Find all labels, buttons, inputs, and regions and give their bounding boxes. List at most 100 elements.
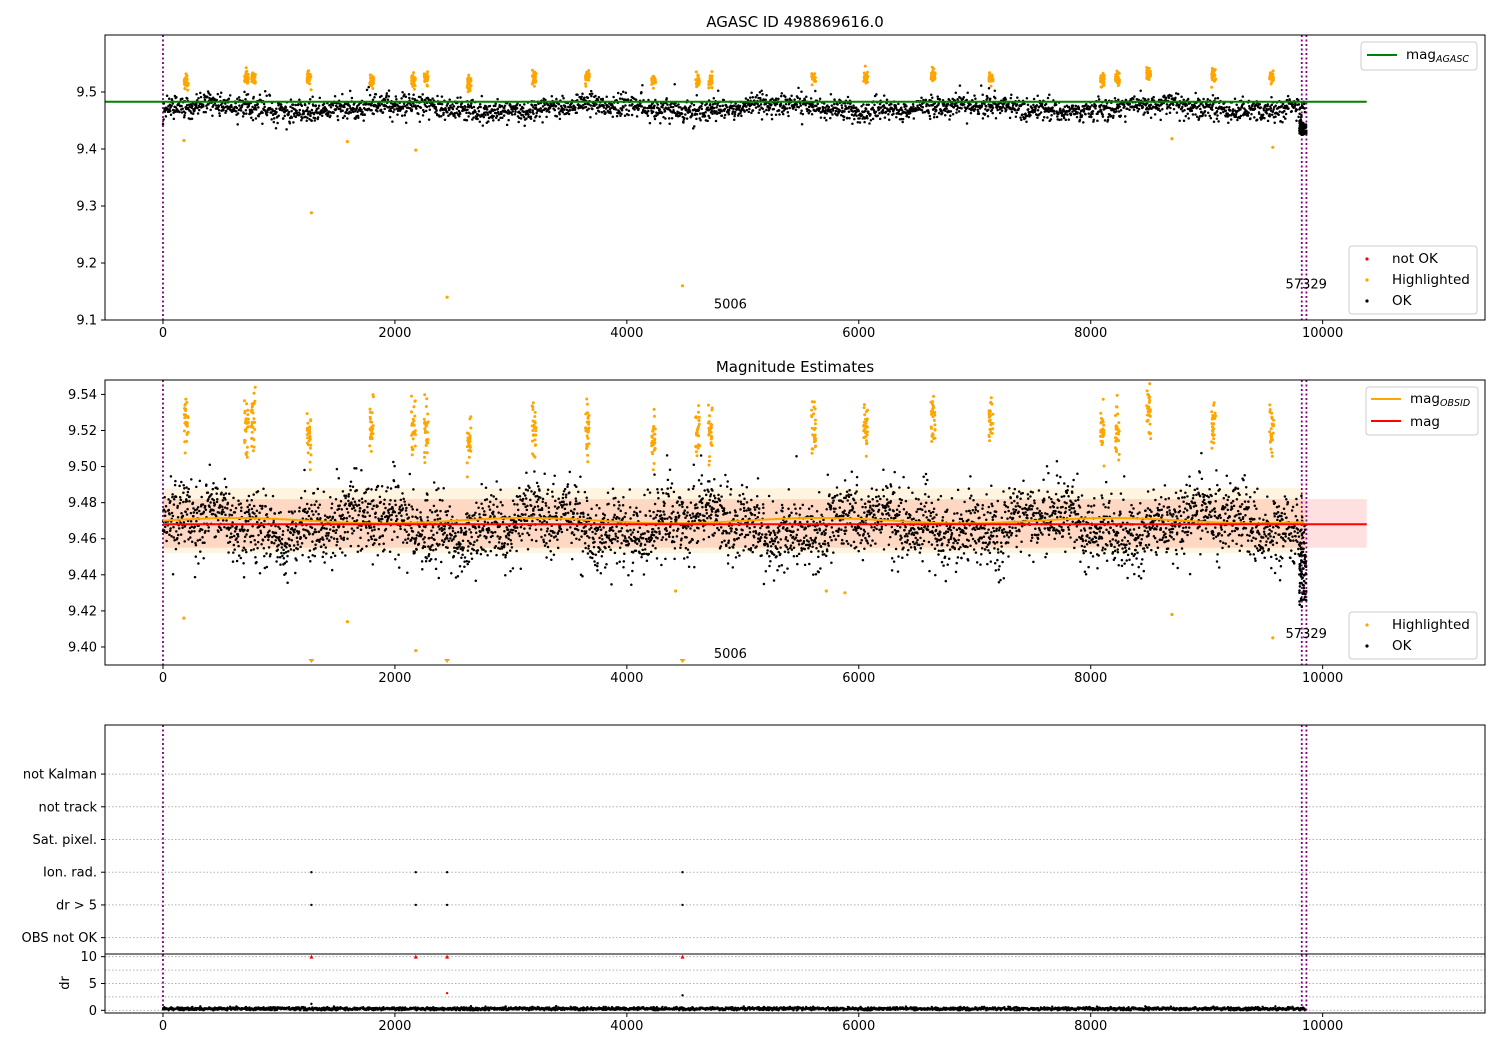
ok-point [626,98,630,101]
ok-point [255,509,259,513]
ok-point [521,106,525,110]
ok-point [295,559,298,562]
ok-point [182,500,185,504]
ok-point [282,548,285,552]
ok-point [234,506,238,510]
ok-point [740,114,743,118]
ok-point [300,541,304,545]
ok-point [454,116,457,119]
ok-point [235,527,238,531]
ok-point [336,118,340,122]
ok-point [268,94,272,97]
ok-point [165,539,168,543]
ok-point [428,108,432,112]
ok-point [1229,108,1232,112]
ok-point [1190,109,1194,113]
ok-point [1153,113,1157,116]
ok-point [332,111,335,114]
ok-point [264,505,267,508]
ok-point [263,554,266,558]
highlight-point [185,84,189,88]
ok-point [311,533,315,536]
ok-point [486,113,490,116]
ok-point [1094,104,1098,108]
ok-point [370,537,373,541]
ok-point [267,546,271,549]
ok-point [301,553,304,557]
ok-point [212,103,215,107]
ok-point [364,500,367,503]
ok-point [307,113,310,116]
ok-point [394,95,398,98]
ok-point [575,111,579,114]
ok-point [289,105,292,109]
ok-point [183,487,186,490]
ok-point [1050,113,1053,117]
ok-point [677,103,680,106]
ok-point [305,119,308,122]
highlight-point [709,78,713,82]
ok-point [1216,96,1220,100]
ok-point [1231,108,1235,111]
ok-point [374,92,378,96]
highlight-point [1115,77,1119,81]
ok-point [380,102,384,106]
ok-point [895,115,898,119]
ok-point [772,107,776,111]
ok-point [408,472,412,476]
ok-point [172,117,176,121]
ok-point [448,108,451,111]
highlight-point [184,72,188,76]
ok-point [416,104,420,108]
ok-point [825,119,828,122]
ok-point [1259,106,1263,109]
highlight-point [865,80,869,84]
ok-point [745,108,749,112]
ok-point [1075,115,1079,119]
ok-point [403,528,407,532]
ok-point [438,498,442,502]
ok-point [367,538,370,542]
ok-point [1258,103,1262,106]
ok-point [437,487,440,490]
ok-point [431,97,434,100]
ok-point [329,114,332,118]
ok-point [1277,113,1280,117]
ok-point [202,104,205,108]
ok-point [1052,109,1056,113]
ok-point [200,528,204,532]
ok-point [383,498,386,501]
ok-point [179,533,183,536]
ok-point [322,490,326,493]
ok-point [912,117,916,120]
tail-point [1298,124,1302,127]
ok-point [539,107,542,110]
y-tick-label: 9.5 [76,86,97,101]
ok-point [215,98,218,102]
ok-point [179,498,183,502]
ok-point [955,111,958,114]
ok-point [218,511,221,515]
ok-point [394,558,397,561]
ok-point [355,467,358,470]
ok-point [1216,114,1219,117]
ok-point [481,124,485,127]
ok-point [190,478,193,481]
ok-point [842,115,846,119]
ok-point [189,511,193,515]
ok-point [169,499,172,503]
ok-point [287,510,291,514]
ok-point [258,93,262,97]
ok-point [280,551,283,555]
ok-point [894,106,898,109]
ok-point [349,544,353,548]
ok-point [623,114,627,117]
highlight-point [371,82,375,86]
ok-point [313,119,317,122]
ok-point [532,106,535,109]
ok-point [171,573,175,576]
ok-point [191,102,195,105]
ok-point [215,492,218,495]
ok-point [321,538,325,541]
ok-point [499,116,502,120]
